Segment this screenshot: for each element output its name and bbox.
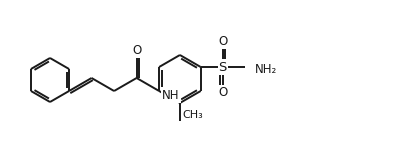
- Text: NH: NH: [162, 89, 180, 102]
- Text: O: O: [218, 86, 227, 99]
- Text: S: S: [219, 61, 227, 74]
- Text: CH₃: CH₃: [182, 110, 203, 120]
- Text: NH₂: NH₂: [255, 62, 277, 75]
- Text: O: O: [218, 35, 227, 48]
- Text: O: O: [132, 44, 141, 57]
